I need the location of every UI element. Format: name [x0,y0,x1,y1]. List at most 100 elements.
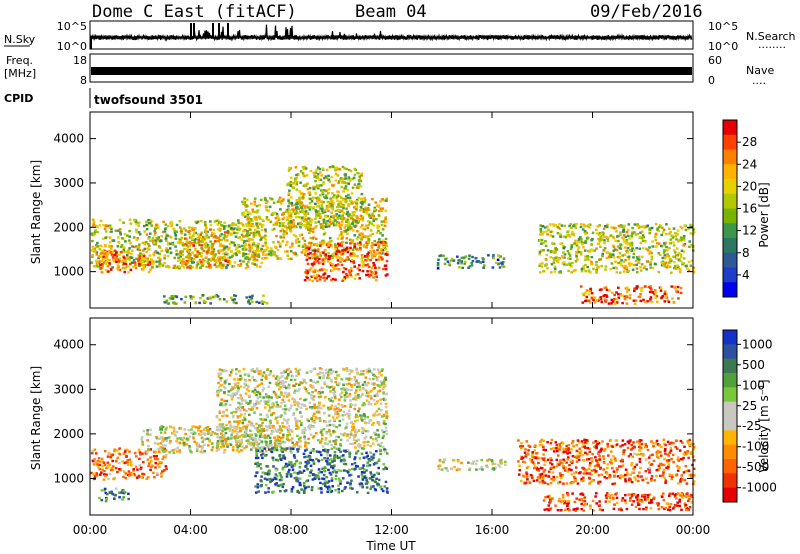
echo-cell [212,248,216,251]
echo-cell [640,255,644,258]
noise-tick-bottom-right: 10^0 [708,40,738,53]
echo-cell [619,244,623,247]
echo-cell [482,257,485,261]
echo-cell [244,379,248,382]
echo-cell [603,239,606,242]
echo-cell [268,436,272,440]
colorbar-swatch [723,134,737,150]
echo-cell [125,254,129,257]
echo-cell [357,382,360,385]
echo-cell [353,441,357,445]
echo-cell [377,246,380,249]
echo-cell [283,225,287,228]
echo-cell [179,239,182,243]
echo-cell [311,264,315,267]
echo-cell [377,375,380,379]
echo-cell [118,253,121,257]
echo-cell [145,223,148,227]
echo-cell [265,205,269,209]
echo-cell [267,434,270,437]
echo-cell [151,464,154,467]
echo-cell [585,289,589,292]
echo-cell [282,236,285,239]
echo-cell [232,241,236,245]
echo-cell [110,468,113,472]
echo-cell [295,241,298,244]
echo-cell [128,229,131,233]
echo-cell [304,398,308,401]
echo-cell [359,232,363,235]
echo-cell [544,226,547,229]
echo-cell [623,253,627,256]
echo-cell [344,198,347,201]
echo-cell [207,247,210,250]
echo-cell [103,227,107,231]
echo-cell [286,210,289,214]
echo-cell [358,385,361,388]
echo-cell [359,179,363,183]
echo-cell [213,263,217,266]
echo-cell [191,251,194,254]
echo-cell [296,222,300,225]
echo-cell [224,402,228,406]
echo-cell [166,234,169,237]
echo-cell [251,219,254,223]
echo-cell [225,369,228,373]
echo-cell [319,254,323,257]
echo-cell [289,180,293,184]
echo-cell [131,249,134,252]
echo-cell [162,220,165,223]
echo-cell [219,227,223,231]
echo-cell [649,261,653,264]
echo-cell [324,253,328,256]
echo-cell [323,411,326,415]
echo-cell [123,450,127,453]
echo-cell [253,389,257,392]
echo-cell [215,294,218,297]
echo-cell [330,254,334,257]
echo-cell [581,292,585,295]
echo-cell [592,267,595,271]
freq-tick-bottom-left: 8 [80,74,87,87]
echo-cell [292,208,295,211]
echo-cell [255,367,259,370]
echo-cell [206,437,209,440]
echo-cell [169,439,172,443]
noise-panel-frame [89,20,694,50]
echo-cell [242,252,246,256]
echo-cell [208,296,212,299]
echo-cell [351,403,354,407]
echo-cell [362,401,366,405]
echo-cell [643,226,647,229]
echo-cell [570,233,574,236]
echo-cell [366,461,370,464]
echo-cell [289,407,292,410]
echo-cell [195,449,199,453]
echo-cell [316,409,320,412]
echo-cell [333,418,336,421]
echo-cell [249,212,252,215]
echo-cell [370,242,374,245]
echo-cell [373,206,377,210]
echo-cell [290,437,294,440]
echo-cell [230,232,234,236]
echo-cell [370,222,374,225]
echo-cell [305,273,309,276]
echo-cell [287,226,291,229]
echo-cell [331,192,334,195]
echo-cell [122,470,126,473]
echo-cell [538,239,542,242]
echo-cell [314,221,317,224]
echo-cell [181,437,185,440]
echo-cell [257,230,260,234]
echo-cell [348,271,352,274]
echo-cell [343,247,346,250]
echo-cell [219,446,223,449]
echo-cell [301,245,305,248]
echo-cell [585,231,589,235]
echo-cell [636,257,640,261]
echo-cell [377,258,380,261]
echo-cell [192,432,195,435]
echo-cell [644,300,647,304]
